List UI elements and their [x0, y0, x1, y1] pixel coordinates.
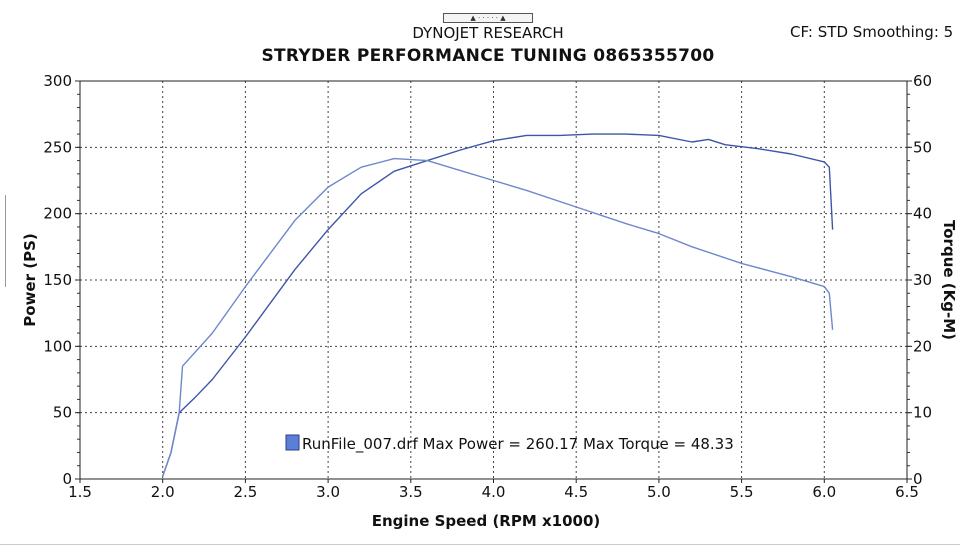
x-tick-label: 3.5: [399, 483, 423, 501]
y2-tick-label: 40: [913, 205, 932, 223]
x-tick-label: 3.0: [316, 483, 340, 501]
chart-title: STRYDER PERFORMANCE TUNING 0865355700: [261, 46, 715, 66]
y2-tick-label: 20: [913, 337, 932, 355]
power-curve: [162, 133, 834, 477]
settings-readout: CF: STD Smoothing: 5: [790, 23, 954, 41]
legend-text: RunFile_007.drf Max Power = 260.17 Max T…: [302, 435, 734, 454]
y-tick-label: 150: [43, 271, 72, 289]
y2-tick-label: 10: [913, 404, 932, 422]
y2-axis-title: Torque (Kg-M): [940, 220, 958, 340]
y-tick-label: 250: [43, 138, 72, 156]
y-tick-label: 50: [53, 404, 72, 422]
bottom-divider: [0, 544, 960, 545]
y-tick-label: 100: [43, 337, 72, 355]
window-edge: [0, 195, 6, 287]
x-tick-label: 6.0: [812, 483, 836, 501]
x-tick-label: 6.5: [895, 483, 919, 501]
plot-frame: [79, 80, 908, 480]
brand-title: DYNOJET RESEARCH: [412, 24, 564, 42]
y2-tick-label: 60: [913, 72, 932, 90]
x-tick-label: 5.0: [647, 483, 671, 501]
y-tick-label: 200: [43, 205, 72, 223]
torque-curve: [162, 157, 834, 477]
y-axis-title: Power (PS): [21, 233, 39, 326]
x-tick-label: 2.0: [151, 483, 175, 501]
collapse-handle[interactable]: ▲ · · · · · ▲: [443, 13, 533, 23]
x-tick-label: 1.5: [68, 483, 92, 501]
x-tick-label: 2.5: [233, 483, 257, 501]
x-tick-label: 4.0: [482, 483, 506, 501]
x-axis-title: Engine Speed (RPM x1000): [372, 512, 601, 530]
legend-swatch: [285, 434, 300, 451]
y2-tick-label: 50: [913, 138, 932, 156]
axis-labels: 1.5 2.0 2.5 3.0 3.5 4.0 4.5 5.0 5.5 6.0 6.50501001…: [43, 72, 932, 501]
x-tick-label: 4.5: [564, 483, 588, 501]
y2-tick-label: 0: [913, 470, 923, 488]
y-tick-label: 0: [62, 470, 72, 488]
x-tick-label: 5.5: [730, 483, 754, 501]
series-layer: [162, 133, 834, 477]
y2-tick-label: 30: [913, 271, 932, 289]
y-tick-label: 300: [43, 72, 72, 90]
